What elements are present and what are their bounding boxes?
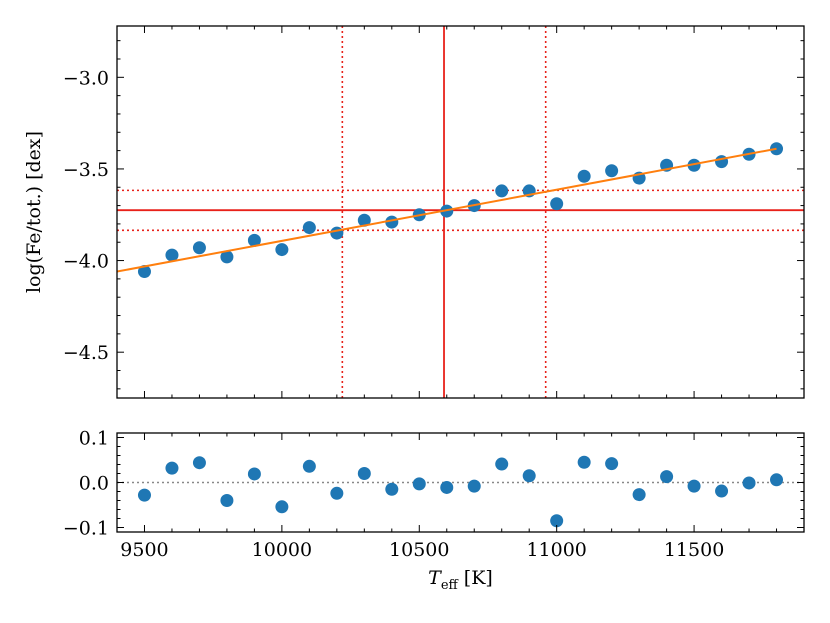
data-point [220, 250, 234, 264]
data-point [220, 494, 234, 507]
data-point [715, 155, 729, 169]
x-axis-label: Teff [K] [428, 567, 493, 593]
data-point [247, 233, 261, 247]
data-point [275, 500, 289, 514]
x-axis-label-main: T [428, 567, 442, 589]
y-tick-label: 0.1 [79, 428, 109, 450]
data-point [357, 213, 371, 227]
x-tick-label: 9500 [120, 539, 168, 561]
data-point [742, 476, 756, 490]
data-point [357, 467, 371, 480]
bottom-panel-frame [116, 432, 805, 533]
y-axis-label-top: log(Fe/tot.) [dex] [23, 131, 45, 293]
top-panel: −3.0 −3.5 −4.0 −4.5 [63, 25, 805, 399]
y-tick-label: −0.1 [63, 518, 109, 540]
x-axis-label-sub: eff [441, 578, 460, 593]
data-point [550, 197, 564, 211]
data-point [495, 457, 509, 471]
data-point [605, 457, 619, 471]
data-point [192, 241, 206, 255]
x-tick-label: 10000 [252, 539, 312, 561]
data-point [660, 470, 674, 484]
data-point [632, 488, 646, 502]
bottom-panel-plot-area [117, 455, 804, 528]
y-tick-label: −4.5 [63, 342, 109, 364]
data-point [522, 469, 536, 483]
data-point [137, 265, 151, 279]
data-point [330, 486, 344, 500]
data-point [412, 477, 426, 491]
data-point [137, 488, 151, 502]
data-point [165, 248, 179, 262]
data-point [770, 473, 784, 487]
data-point [385, 482, 399, 496]
top-panel-frame [116, 25, 805, 399]
data-point [550, 514, 564, 528]
data-point [467, 479, 481, 493]
x-tick-label: 11500 [664, 539, 724, 561]
x-axis-label-unit: [K] [464, 567, 493, 589]
bottom-panel: 9500 10000 10500 11000 11500 0.1 0.0 −0.1 [63, 428, 805, 561]
data-point [577, 455, 591, 469]
y-tick-label: −4.0 [63, 251, 109, 273]
y-tick-label: 0.0 [79, 473, 109, 495]
data-point [165, 461, 179, 475]
x-tick-label: 10500 [389, 539, 449, 561]
y-tick-label: −3.0 [63, 67, 109, 89]
data-point [302, 459, 316, 473]
data-point [495, 184, 509, 198]
data-point [440, 480, 454, 494]
top-panel-plot-area [117, 26, 804, 398]
fit-line [117, 147, 777, 273]
data-point [330, 226, 344, 240]
data-point [302, 221, 316, 235]
y-tick-label: −3.5 [63, 159, 109, 181]
data-point [715, 484, 729, 498]
data-point [247, 467, 261, 481]
data-point [577, 169, 591, 183]
data-point [192, 456, 206, 470]
data-point [605, 164, 619, 178]
data-point [275, 243, 289, 257]
data-point [687, 158, 701, 172]
x-tick-label: 11000 [526, 539, 586, 561]
data-point [687, 479, 701, 493]
